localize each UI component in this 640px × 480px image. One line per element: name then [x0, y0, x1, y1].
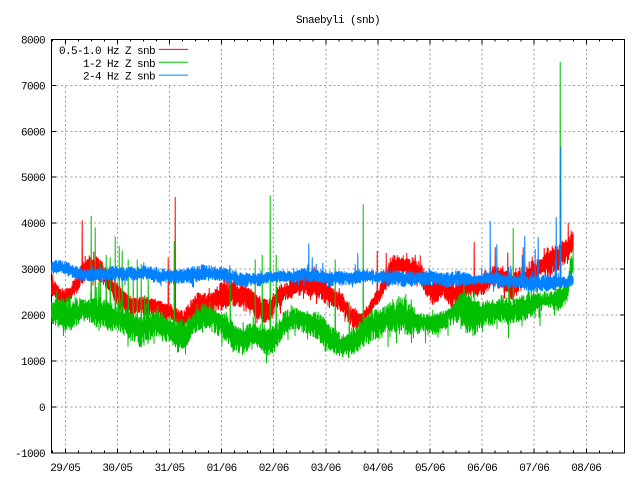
svg-text:01/06: 01/06 [207, 463, 237, 475]
svg-text:30/05: 30/05 [102, 463, 132, 475]
svg-text:02/06: 02/06 [259, 463, 289, 475]
svg-text:0.5-1.0 Hz Z snb: 0.5-1.0 Hz Z snb [59, 46, 155, 58]
svg-text:8000: 8000 [21, 35, 45, 47]
svg-text:2000: 2000 [21, 311, 45, 323]
svg-text:0: 0 [39, 403, 45, 415]
svg-text:7000: 7000 [21, 81, 45, 93]
svg-text:4000: 4000 [21, 219, 45, 231]
svg-text:08/06: 08/06 [571, 463, 601, 475]
svg-text:06/06: 06/06 [467, 463, 497, 475]
svg-text:2-4 Hz Z snb: 2-4 Hz Z snb [83, 72, 155, 84]
svg-text:3000: 3000 [21, 265, 45, 277]
svg-text:31/05: 31/05 [154, 463, 184, 475]
svg-text:04/06: 04/06 [363, 463, 393, 475]
svg-text:-1000: -1000 [15, 449, 45, 461]
svg-text:07/06: 07/06 [519, 463, 549, 475]
svg-text:1-2 Hz Z snb: 1-2 Hz Z snb [83, 59, 155, 71]
svg-text:29/05: 29/05 [50, 463, 80, 475]
svg-text:03/06: 03/06 [311, 463, 341, 475]
svg-text:1000: 1000 [21, 357, 45, 369]
svg-text:5000: 5000 [21, 173, 45, 185]
svg-text:6000: 6000 [21, 127, 45, 139]
svg-text:Snaebyli (snb): Snaebyli (snb) [296, 15, 380, 27]
svg-text:05/06: 05/06 [415, 463, 445, 475]
